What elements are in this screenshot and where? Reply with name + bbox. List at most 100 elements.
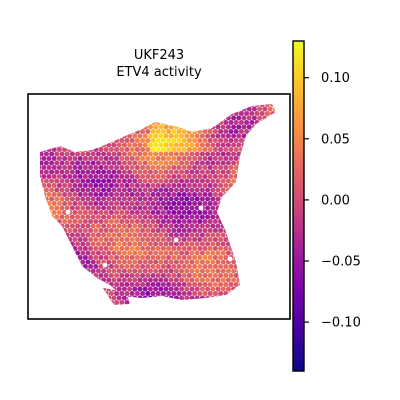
spot bbox=[124, 183, 130, 188]
spot bbox=[233, 165, 239, 170]
spot bbox=[147, 214, 153, 220]
spot bbox=[220, 268, 226, 274]
spot bbox=[272, 268, 276, 274]
spot bbox=[199, 169, 205, 175]
spot bbox=[40, 228, 42, 233]
spot bbox=[77, 246, 83, 251]
spot bbox=[194, 259, 200, 265]
spot bbox=[153, 160, 159, 166]
spot bbox=[202, 255, 208, 260]
spot bbox=[272, 142, 276, 148]
spot bbox=[101, 277, 107, 283]
spot bbox=[34, 242, 39, 247]
spot bbox=[67, 120, 73, 125]
colorbar-segment bbox=[293, 296, 304, 301]
spot bbox=[254, 156, 260, 161]
spot bbox=[153, 304, 159, 305]
spot bbox=[137, 268, 143, 274]
spot bbox=[69, 214, 75, 220]
colorbar-segment bbox=[293, 189, 304, 193]
spot bbox=[246, 106, 252, 112]
spot bbox=[82, 228, 88, 233]
spot bbox=[88, 210, 94, 215]
spot bbox=[46, 219, 52, 224]
spot bbox=[34, 188, 39, 193]
spot bbox=[236, 259, 242, 265]
spot bbox=[257, 169, 263, 175]
spot bbox=[108, 104, 114, 107]
spot bbox=[249, 291, 255, 296]
spot bbox=[210, 133, 216, 139]
spot bbox=[241, 295, 247, 301]
spot bbox=[272, 205, 276, 211]
spot bbox=[43, 241, 49, 247]
spot bbox=[85, 196, 91, 202]
colorbar-segment bbox=[293, 68, 304, 72]
spot bbox=[176, 264, 182, 269]
spot bbox=[121, 142, 127, 148]
spot bbox=[218, 282, 224, 287]
colorbar-segment bbox=[293, 52, 304, 56]
spot bbox=[77, 219, 83, 224]
spot bbox=[106, 178, 112, 184]
spot bbox=[145, 264, 151, 269]
spot bbox=[181, 246, 187, 251]
spot bbox=[34, 224, 39, 229]
spot bbox=[251, 187, 257, 193]
spot bbox=[160, 138, 166, 143]
spot bbox=[233, 129, 239, 134]
spot bbox=[215, 223, 221, 229]
spot bbox=[150, 201, 156, 206]
spot bbox=[40, 156, 42, 161]
spot bbox=[67, 165, 73, 170]
spot bbox=[114, 165, 120, 170]
spot bbox=[184, 277, 190, 283]
spot bbox=[72, 183, 78, 188]
spot bbox=[90, 124, 96, 130]
spot bbox=[192, 138, 198, 143]
spot bbox=[88, 174, 94, 179]
spot bbox=[158, 295, 164, 301]
spot bbox=[153, 142, 159, 148]
spot bbox=[40, 246, 42, 251]
spot bbox=[67, 282, 73, 287]
spot bbox=[249, 273, 255, 278]
spot bbox=[215, 268, 221, 274]
spot bbox=[166, 219, 172, 224]
spot bbox=[147, 160, 153, 166]
spot bbox=[77, 138, 83, 143]
colorbar-segment bbox=[293, 321, 304, 325]
spot bbox=[153, 259, 159, 265]
spot bbox=[72, 210, 78, 215]
spot bbox=[244, 120, 250, 125]
spot bbox=[218, 192, 224, 197]
spot bbox=[166, 282, 172, 287]
spot bbox=[176, 273, 182, 278]
spot bbox=[259, 255, 265, 260]
spot bbox=[46, 210, 52, 215]
spot bbox=[184, 259, 190, 265]
spot bbox=[134, 210, 140, 215]
spot bbox=[93, 165, 99, 170]
spot bbox=[272, 196, 276, 202]
spot bbox=[98, 264, 104, 269]
spot bbox=[145, 165, 151, 170]
spot bbox=[129, 210, 135, 215]
spot bbox=[101, 124, 107, 130]
spot bbox=[192, 282, 198, 287]
spot bbox=[176, 228, 182, 233]
spot bbox=[51, 300, 57, 305]
spot bbox=[173, 151, 179, 157]
colorbar-segment bbox=[293, 151, 304, 155]
colorbar-segment bbox=[293, 118, 304, 122]
spot bbox=[199, 106, 205, 112]
colorbar-segment bbox=[293, 43, 304, 48]
spot bbox=[132, 187, 138, 193]
spot bbox=[98, 246, 104, 251]
spot bbox=[77, 201, 83, 206]
spot bbox=[119, 291, 125, 296]
spot bbox=[82, 129, 88, 134]
spot bbox=[116, 142, 122, 148]
spot bbox=[93, 111, 99, 116]
spot bbox=[181, 228, 187, 233]
